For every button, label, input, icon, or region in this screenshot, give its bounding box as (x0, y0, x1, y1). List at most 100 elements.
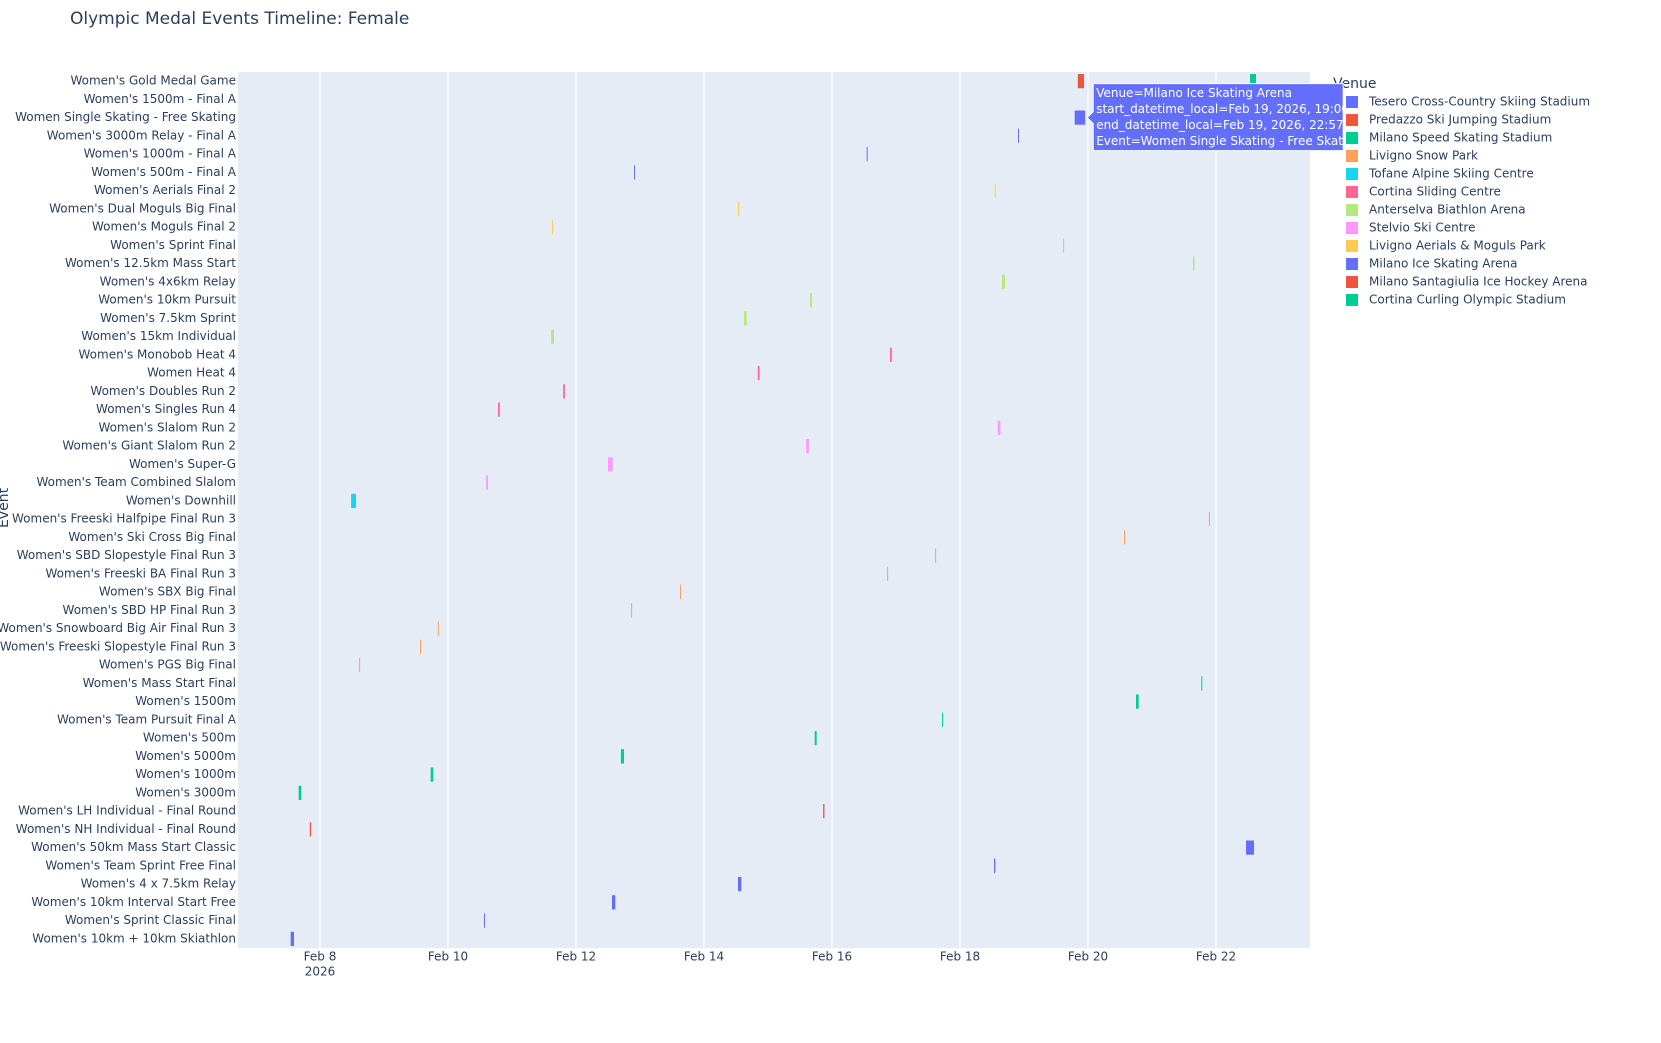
legend-label: Cortina Curling Olympic Stadium (1369, 293, 1566, 307)
x-tick-label: Feb 22 (1196, 950, 1236, 964)
legend-swatch (1346, 186, 1358, 198)
event-bar (810, 293, 812, 308)
x-tick-label: Feb 20 (1068, 950, 1108, 964)
y-tick-label: Women's Team Sprint Free Final (45, 858, 236, 872)
y-tick-label: Women's 3000m Relay - Final A (47, 128, 237, 142)
event-bar (994, 183, 996, 198)
legend-label: Stelvio Ski Centre (1369, 221, 1475, 235)
plot-background (238, 72, 1310, 948)
event-bar (563, 384, 565, 399)
event-bar (738, 201, 739, 216)
event-bar (994, 858, 996, 873)
event-bar (1002, 274, 1006, 289)
event-bar (631, 603, 633, 618)
event-bar (1074, 110, 1086, 125)
legend-label: Milano Speed Skating Stadium (1369, 131, 1552, 145)
y-tick-label: Women's 1000m - Final A (84, 147, 237, 161)
y-tick-label: Women's Singles Run 4 (96, 402, 236, 416)
y-tick-label: Women Heat 4 (147, 366, 236, 380)
y-tick-label: Women's SBD HP Final Run 3 (63, 603, 236, 617)
event-bar (486, 475, 488, 490)
y-tick-label: Women's 1500m (135, 694, 236, 708)
y-tick-label: Women's 10km Interval Start Free (31, 895, 236, 909)
y-tick-label: Women's Giant Slalom Run 2 (62, 439, 236, 453)
event-bar (1136, 694, 1139, 709)
event-bar (1208, 512, 1210, 527)
y-tick-label: Women's Ski Cross Big Final (68, 530, 236, 544)
legend-swatch (1346, 168, 1358, 180)
y-tick-label: Women's SBD Slopestyle Final Run 3 (17, 548, 236, 562)
y-tick-label: Women's 15km Individual (81, 329, 236, 343)
legend-title: Venue (1333, 76, 1376, 92)
y-tick-label: Women's Doubles Run 2 (90, 384, 236, 398)
y-tick-label: Women's 5000m (135, 749, 236, 763)
event-bar (1201, 676, 1203, 691)
legend-label: Tofane Alpine Skiing Centre (1368, 167, 1534, 181)
event-bar (680, 585, 681, 600)
legend-label: Livigno Snow Park (1369, 149, 1478, 163)
event-bar (744, 311, 747, 326)
event-bar (290, 931, 294, 946)
legend-swatch (1346, 276, 1358, 288)
y-tick-label: Women Single Skating - Free Skating (15, 110, 236, 124)
event-bar (430, 767, 434, 782)
event-bar (1192, 256, 1195, 271)
event-bar (309, 822, 312, 837)
y-tick-label: Women's Team Pursuit Final A (57, 712, 237, 726)
event-bar (1018, 128, 1019, 143)
event-bar (738, 877, 742, 892)
y-tick-label: Women's 4x6km Relay (100, 274, 236, 288)
event-bar (634, 165, 635, 180)
event-bar (1246, 840, 1254, 855)
event-bar (823, 804, 825, 819)
y-tick-label: Women's Snowboard Big Air Final Run 3 (0, 621, 236, 635)
y-tick-label: Women's SBX Big Final (99, 585, 236, 599)
event-bar (997, 420, 1001, 435)
y-tick-label: Women's Sprint Classic Final (65, 913, 236, 927)
event-bar (359, 658, 361, 673)
y-tick-label: Women's 10km + 10km Skiathlon (32, 931, 236, 945)
y-tick-label: Women's Monobob Heat 4 (79, 347, 237, 361)
event-bar (351, 493, 356, 508)
legend-label: Milano Santagiulia Ice Hockey Arena (1369, 275, 1588, 289)
y-tick-label: Women's 3000m (135, 785, 236, 799)
y-tick-label: Women's Freeski Halfpipe Final Run 3 (12, 512, 236, 526)
y-tick-label: Women's Team Combined Slalom (36, 475, 236, 489)
event-bar (298, 785, 302, 800)
x-tick-label: Feb 12 (556, 950, 596, 964)
event-bar (866, 147, 868, 162)
y-tick-label: Women's 50km Mass Start Classic (31, 840, 236, 854)
event-bar (887, 566, 889, 581)
y-tick-label: Women's Downhill (126, 493, 236, 507)
y-tick-label: Women's 1500m - Final A (84, 92, 237, 106)
event-bar (420, 639, 421, 654)
event-bar (1077, 74, 1084, 89)
event-bar (620, 749, 624, 764)
y-tick-label: Women's 4 x 7.5km Relay (81, 877, 236, 891)
event-bar (1063, 238, 1065, 253)
legend-label: Milano Ice Skating Arena (1369, 257, 1517, 271)
event-bar (484, 913, 485, 928)
legend-swatch (1346, 222, 1358, 234)
event-bar (1250, 74, 1256, 89)
event-bar (935, 548, 937, 563)
y-tick-label: Women's LH Individual - Final Round (18, 804, 236, 818)
legend-swatch (1346, 294, 1358, 306)
event-bar (890, 347, 892, 362)
legend-label: Tesero Cross-Country Skiing Stadium (1368, 95, 1590, 109)
event-bar (612, 895, 616, 910)
tooltip-line: Venue=Milano Ice Skating Arena (1096, 86, 1292, 100)
y-tick-label: Women's 7.5km Sprint (100, 311, 236, 325)
legend-swatch (1346, 132, 1358, 144)
legend-label: Cortina Sliding Centre (1369, 185, 1501, 199)
y-tick-label: Women's Slalom Run 2 (99, 420, 237, 434)
legend-label: Anterselva Biathlon Arena (1369, 203, 1526, 217)
x-tick-label: Feb 16 (812, 950, 852, 964)
y-tick-label: Women's Gold Medal Game (70, 74, 236, 88)
y-tick-label: Women's Moguls Final 2 (92, 220, 236, 234)
x-tick-label: Feb 8 (304, 950, 337, 964)
y-tick-label: Women's Freeski Slopestyle Final Run 3 (0, 639, 236, 653)
event-bar (608, 457, 613, 472)
x-year-label: 2026 (305, 965, 336, 979)
